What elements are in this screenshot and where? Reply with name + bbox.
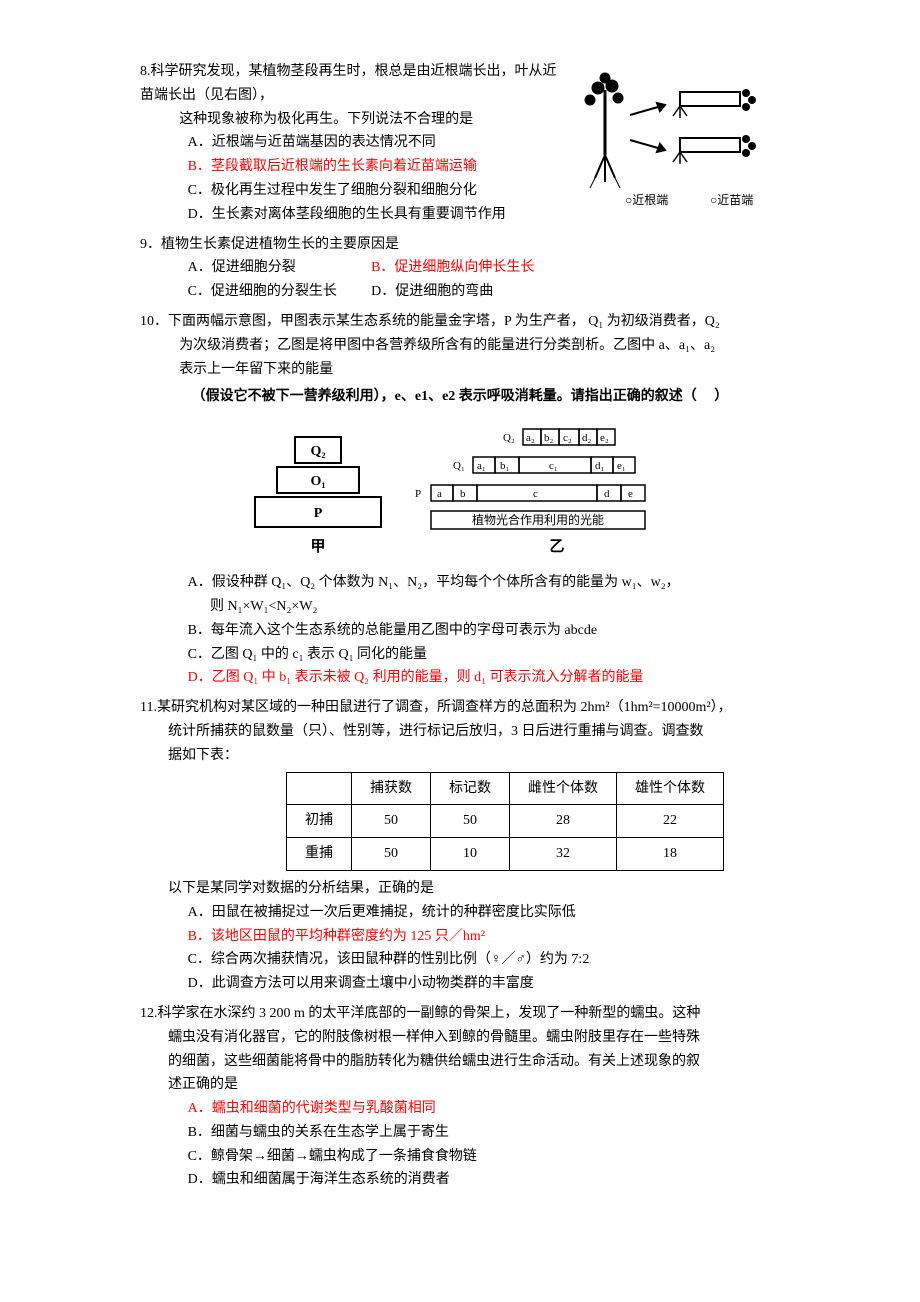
svg-text:e₁: e₁ <box>617 460 626 472</box>
th-blank <box>287 772 352 805</box>
q10-head: 10．下面两幅示意图，甲图表示某生态系统的能量金字塔，P 为生产者， Q₁ 为初… <box>140 310 780 334</box>
q12-sub2: 的细菌，这些细菌能将骨中的脂肪转化为糖供给蠕虫进行生命活动。有关上述现象的叙 <box>140 1050 780 1074</box>
q10-opt-a2: 则 N₁×W₁<N₂×W₂ <box>140 595 780 619</box>
q9-opt-c: C．促进细胞的分裂生长 <box>188 280 368 304</box>
pyr-q2: Q₂ <box>311 444 326 459</box>
svg-text:e₂: e₂ <box>600 432 609 444</box>
q10-bold: （假设它不被下一营养级利用），e、e1、e2 表示呼吸消耗量。请指出正确的叙述（… <box>140 381 780 413</box>
q11-opt-a: A．田鼠在被捕捉过一次后更难捕捉，统计的种群密度比实际低 <box>140 901 780 925</box>
svg-text:d₂: d₂ <box>582 432 592 444</box>
table-row: 重捕 50 10 32 18 <box>287 838 724 871</box>
bars-label: 乙 <box>549 539 564 555</box>
q10-diagram: Q₂ O₁ P 甲 Q₂ a₂ b₂ c₂ d₂ e₂ Q₁ a₁ <box>140 419 780 569</box>
svg-text:d: d <box>604 488 610 500</box>
pyr-o1: O₁ <box>311 474 326 489</box>
q11-opt-c: C．综合两次捕获情况，该田鼠种群的性别比例（♀／♂）约为 7:2 <box>140 948 780 972</box>
q8-fig-label-right: ○近苗端 <box>710 193 753 207</box>
q9-head: 9．植物生长素促进植物生长的主要原因是 <box>140 233 780 257</box>
svg-text:a: a <box>437 488 442 500</box>
q12-opt-d: D．蠕虫和细菌属于海洋生态系统的消费者 <box>140 1168 780 1192</box>
q8-figure: ○近根端 ○近苗端 <box>570 60 780 219</box>
th-female: 雌性个体数 <box>510 772 617 805</box>
svg-text:c: c <box>533 488 538 500</box>
q12-opt-b: B．细菌与蠕虫的关系在生态学上属于寄生 <box>140 1121 780 1145</box>
q10-pyramid-svg: Q₂ O₁ P 甲 <box>233 419 403 569</box>
th-male: 雄性个体数 <box>617 772 724 805</box>
q11-sub1: 统计所捕获的鼠数量（只）、性别等，进行标记后放归，3 日后进行重捕与调查。调查数 <box>140 720 780 744</box>
q10-opt-d: D．乙图 Q₁ 中 b₁ 表示未被 Q₂ 利用的能量，则 d₁ 可表示流入分解者… <box>140 666 780 690</box>
q12-sub1: 蠕虫没有消化器官，它的附肢像树根一样伸入到鲸的骨髓里。蠕虫附肢里存在一些特殊 <box>140 1026 780 1050</box>
th-mark: 标记数 <box>431 772 510 805</box>
svg-text:植物光合作用利用的光能: 植物光合作用利用的光能 <box>472 512 604 527</box>
q9-opt-a: A．促进细胞分裂 <box>188 256 368 280</box>
svg-text:a₁: a₁ <box>477 460 486 472</box>
q11-sub2: 据如下表： <box>140 744 780 768</box>
q11-post: 以下是某同学对数据的分析结果，正确的是 <box>140 877 780 901</box>
table-row: 初捕 50 50 28 22 <box>287 805 724 838</box>
question-12: 12.科学家在水深约 3 200 m 的太平洋底部的一副鲸的骨架上，发现了一种新… <box>140 1002 780 1192</box>
svg-text:c₂: c₂ <box>563 432 572 444</box>
question-8: ○近根端 ○近苗端 8.科学研究发现，某植物茎段再生时，根总是由近根端长出，叶从… <box>140 60 780 227</box>
q10-bars-svg: Q₂ a₂ b₂ c₂ d₂ e₂ Q₁ a₁ b₁ c₁ d₁ e₁ P a <box>407 419 687 569</box>
q11-opt-b: B．该地区田鼠的平均种群密度约为 125 只／hm² <box>140 925 780 949</box>
q12-head: 12.科学家在水深约 3 200 m 的太平洋底部的一副鲸的骨架上，发现了一种新… <box>140 1002 780 1026</box>
q11-head: 11.某研究机构对某区域的一种田鼠进行了调查，所调查样方的总面积为 2hm²（1… <box>140 696 780 720</box>
q12-sub3: 述正确的是 <box>140 1073 780 1097</box>
table-header-row: 捕获数 标记数 雌性个体数 雄性个体数 <box>287 772 724 805</box>
q10-opt-a1: A．假设种群 Q₁、Q₂ 个体数为 N₁、N₂，平均每个个体所含有的能量为 w₁… <box>140 571 780 595</box>
q11-opt-d: D．此调查方法可以用来调查土壤中小动物类群的丰富度 <box>140 972 780 996</box>
svg-text:a₂: a₂ <box>526 432 535 444</box>
q12-opt-c: C．鲸骨架→细菌→蠕虫构成了一条捕食食物链 <box>140 1145 780 1169</box>
pyr-label: 甲 <box>311 538 326 555</box>
question-9: 9．植物生长素促进植物生长的主要原因是 A．促进细胞分裂 B．促进细胞纵向伸长生… <box>140 233 780 304</box>
th-capture: 捕获数 <box>352 772 431 805</box>
q10-opt-c: C．乙图 Q₁ 中的 c₁ 表示 Q₁ 同化的能量 <box>140 643 780 667</box>
svg-text:Q₁: Q₁ <box>453 460 465 472</box>
svg-text:b₁: b₁ <box>500 460 510 472</box>
pyr-p: P <box>314 506 323 521</box>
svg-text:d₁: d₁ <box>595 460 605 472</box>
svg-text:c₁: c₁ <box>549 460 558 472</box>
q9-opt-d: D．促进细胞的弯曲 <box>371 280 493 304</box>
svg-text:P: P <box>415 488 421 500</box>
svg-text:b₂: b₂ <box>544 432 554 444</box>
plant-polar-regeneration-diagram: ○近根端 ○近苗端 <box>570 60 780 210</box>
q12-opt-a: A．蠕虫和细菌的代谢类型与乳酸菌相同 <box>140 1097 780 1121</box>
q11-table: 捕获数 标记数 雌性个体数 雄性个体数 初捕 50 50 28 22 重捕 50… <box>286 772 724 871</box>
question-10: 10．下面两幅示意图，甲图表示某生态系统的能量金字塔，P 为生产者， Q₁ 为初… <box>140 310 780 690</box>
q8-fig-label-left: ○近根端 <box>625 193 668 207</box>
q10-sub2: 表示上一年留下来的能量 <box>140 358 780 382</box>
svg-text:b: b <box>460 488 466 500</box>
q10-opt-b: B．每年流入这个生态系统的总能量用乙图中的字母可表示为 abcde <box>140 619 780 643</box>
question-11: 11.某研究机构对某区域的一种田鼠进行了调查，所调查样方的总面积为 2hm²（1… <box>140 696 780 996</box>
svg-text:e: e <box>628 488 633 500</box>
q9-opt-b: B．促进细胞纵向伸长生长 <box>371 256 534 280</box>
svg-text:Q₂: Q₂ <box>503 432 515 444</box>
q10-sub1: 为次级消费者；乙图是将甲图中各营养级所含有的能量进行分类剖析。乙图中 a、a₁、… <box>140 334 780 358</box>
